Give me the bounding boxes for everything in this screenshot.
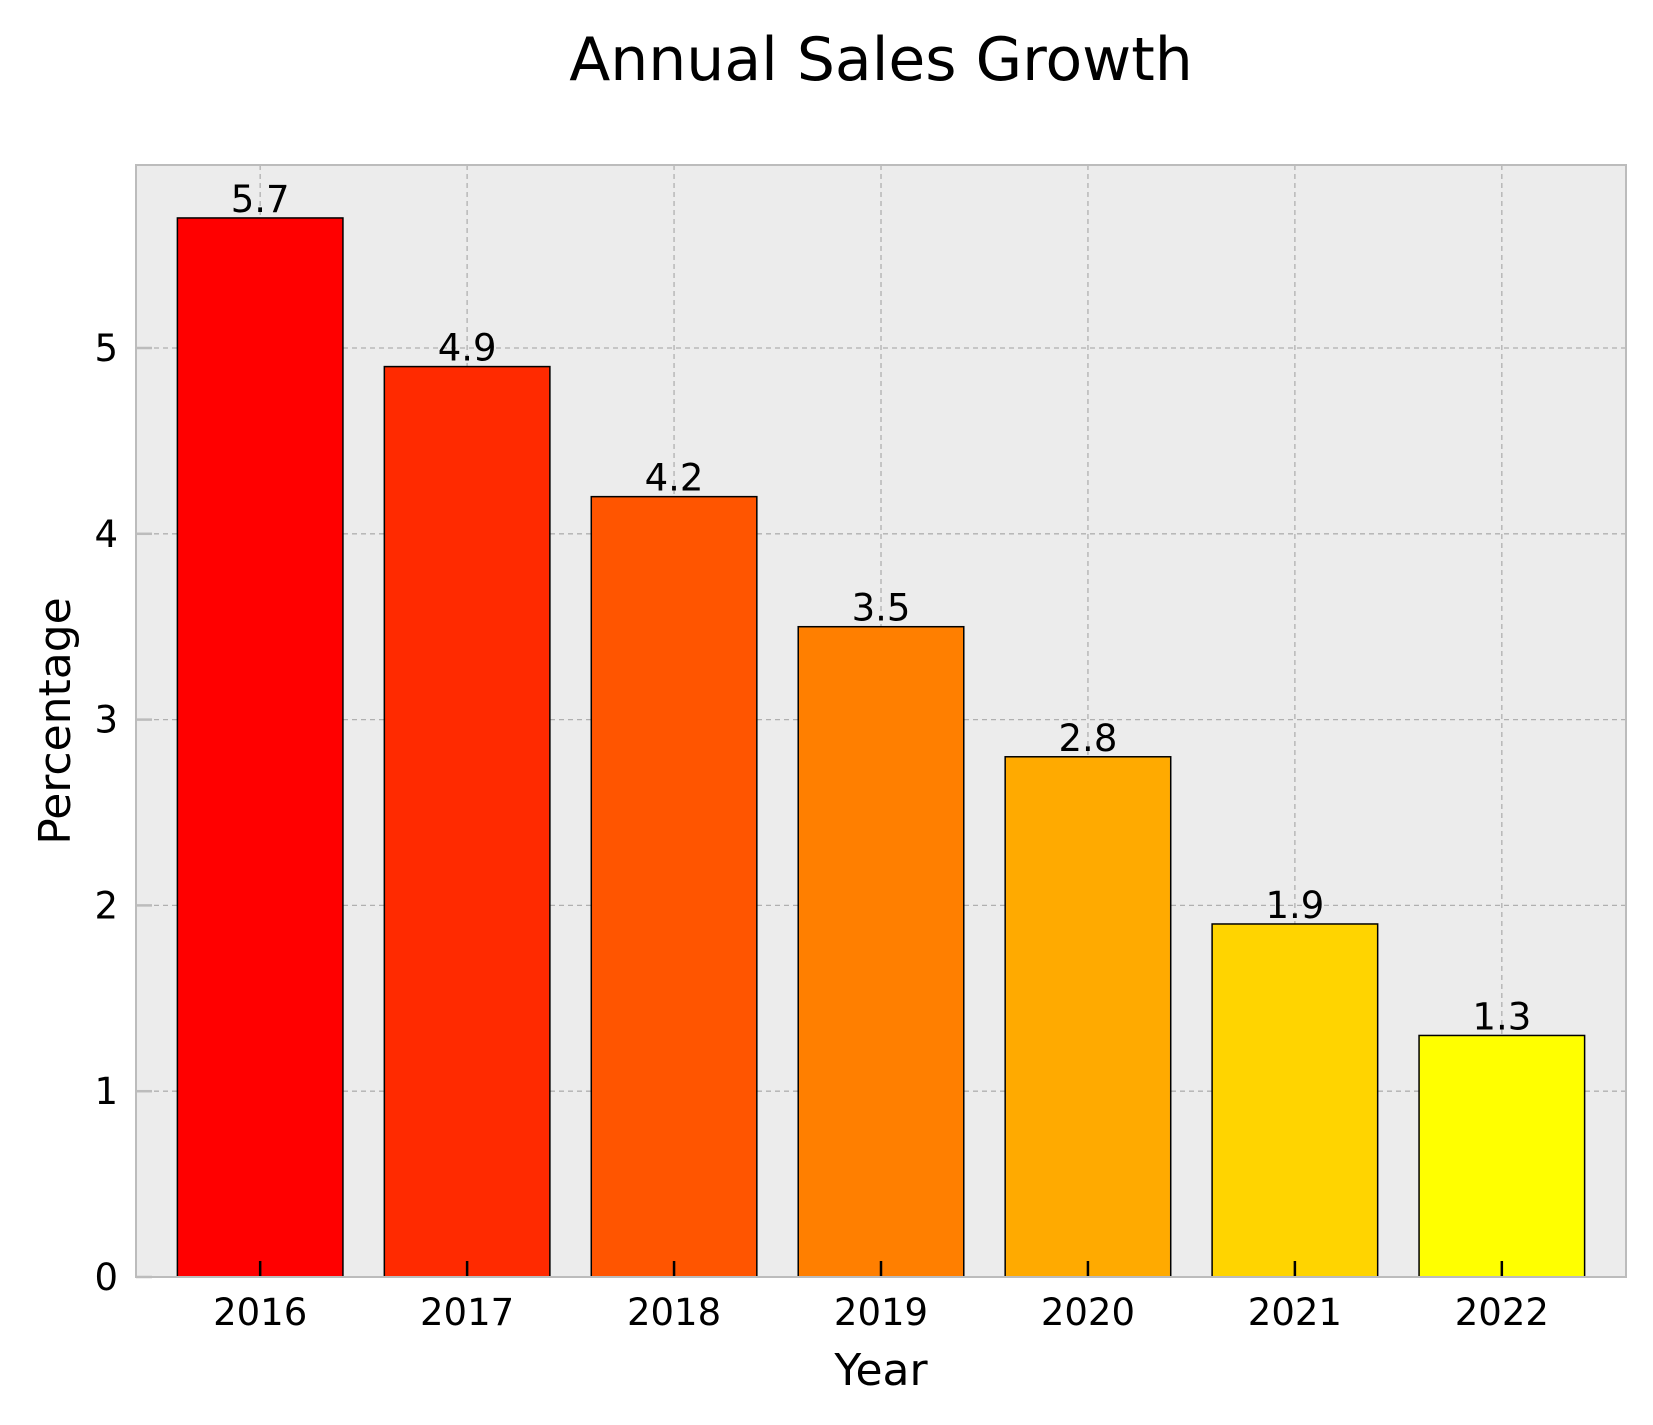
y-tick-label: 4 [94,513,118,556]
y-tick-label: 5 [94,327,118,370]
axis-ticks: 0 1 2 3 4 5 2016 2017 2018 2019 2020 2021 2022 [94,327,1548,1334]
x-tick-label: 2020 [1041,1291,1135,1334]
y-tick-label: 2 [94,884,118,927]
x-tick-label: 2016 [213,1291,307,1334]
x-axis-label: Year [833,1345,928,1396]
x-tick-label: 2022 [1455,1291,1549,1334]
bar-2016 [176,217,344,1278]
data-label-2021: 1.9 [1265,884,1324,927]
bars: 5.7 4.9 4.2 3.5 2.8 1.9 1.3 [176,178,1586,1278]
data-label-2018: 4.2 [645,457,704,500]
plot-frame [135,164,1627,1278]
y-tick-label: 0 [94,1256,118,1299]
bar-2019 [797,625,965,1278]
x-tick-label: 2021 [1248,1291,1342,1334]
bar-2018 [590,495,758,1278]
data-label-2022: 1.3 [1472,995,1531,1038]
y-tick-label: 1 [94,1070,118,1113]
data-label-2019: 3.5 [852,587,911,630]
chart-title: Annual Sales Growth [569,25,1193,95]
x-tick-label: 2017 [420,1291,514,1334]
data-label-2017: 4.9 [438,327,497,370]
bar-2020 [1004,756,1172,1278]
bar-2022 [1418,1034,1586,1278]
x-tick-label: 2018 [627,1291,721,1334]
y-axis-label: Percentage [30,597,81,845]
x-tick-label: 2019 [834,1291,928,1334]
bar-2017 [383,365,551,1278]
y-tick-label: 3 [94,699,118,742]
bar-2021 [1211,923,1379,1278]
data-label-2020: 2.8 [1059,717,1118,760]
data-label-2016: 5.7 [231,178,290,221]
